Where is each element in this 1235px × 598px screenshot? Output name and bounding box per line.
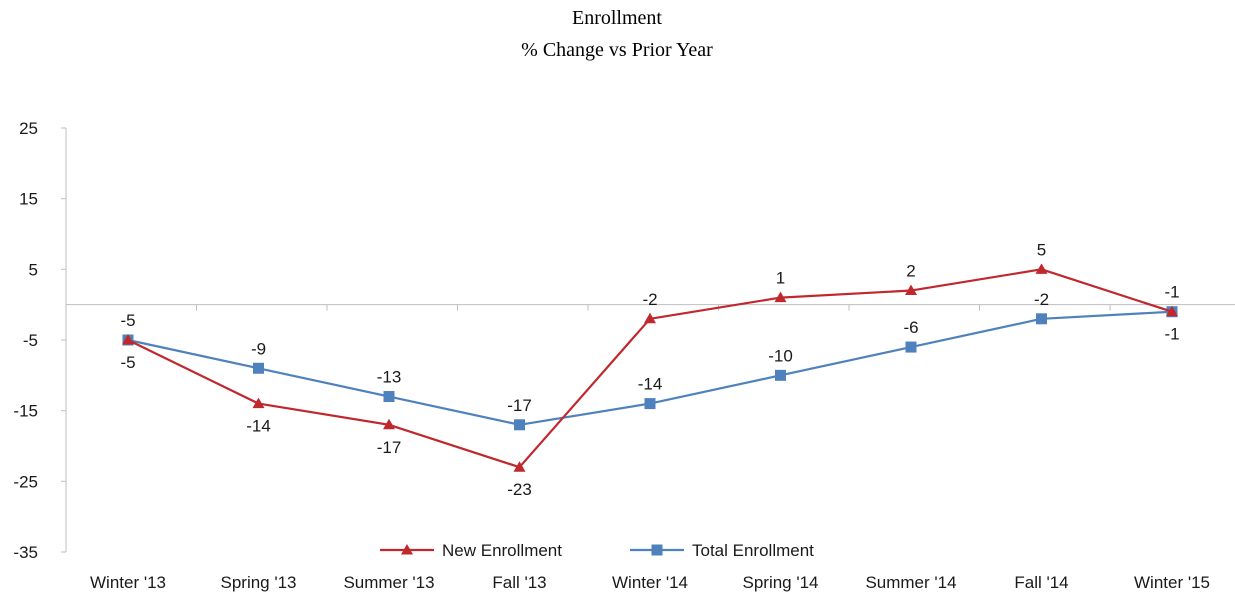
legend-label: New Enrollment	[442, 541, 562, 560]
y-tick-label: -25	[13, 472, 38, 491]
series-marker	[905, 284, 917, 296]
data-label: 5	[1037, 240, 1046, 259]
series-marker	[905, 341, 917, 353]
series-marker	[252, 397, 265, 409]
data-label: -1	[1164, 283, 1179, 302]
y-tick-label: 25	[19, 119, 38, 138]
chart-legend: New Enrollment Total Enrollment	[380, 541, 814, 560]
data-label: -13	[377, 368, 402, 387]
data-label: -1	[1164, 325, 1179, 344]
y-tick-label: 15	[19, 190, 38, 209]
x-tick-label: Spring '14	[742, 573, 818, 592]
series-marker	[383, 418, 395, 430]
data-label: -17	[377, 438, 402, 457]
y-tick-label: 5	[29, 260, 38, 279]
data-label: 2	[906, 262, 915, 281]
data-label: -23	[507, 480, 532, 499]
chart-series	[122, 263, 1178, 472]
series-marker	[122, 334, 134, 345]
data-label: -5	[120, 353, 135, 372]
chart-subtitle: % Change vs Prior Year	[521, 39, 713, 61]
data-label: -10	[768, 346, 793, 365]
series-marker	[1036, 313, 1047, 325]
data-label: -17	[507, 396, 532, 415]
data-label: -14	[638, 375, 663, 394]
series-marker	[1166, 305, 1178, 317]
y-tick-label: -35	[13, 543, 38, 562]
legend-marker	[401, 544, 413, 555]
data-label: -2	[642, 290, 657, 309]
x-tick-label: Winter '14	[612, 573, 688, 592]
series-marker	[644, 398, 656, 410]
series-marker	[644, 312, 656, 324]
x-tick-label: Fall '14	[1014, 573, 1068, 592]
series-marker	[774, 291, 787, 303]
series-marker	[253, 362, 264, 374]
x-tick-label: Winter '13	[90, 573, 166, 592]
y-tick-label: -15	[13, 402, 38, 421]
data-label: 1	[776, 269, 785, 288]
y-tick-label: -5	[23, 331, 38, 350]
x-tick-label: Summer '14	[865, 573, 956, 592]
data-label: -14	[246, 417, 271, 436]
series-marker	[1035, 263, 1048, 274]
legend-marker	[651, 544, 663, 556]
x-tick-label: Winter '15	[1134, 573, 1210, 592]
x-tick-label: Spring '13	[220, 573, 296, 592]
data-label: -5	[120, 311, 135, 330]
data-label: -2	[1034, 290, 1049, 309]
chart-data-labels: -5 -14 -17 -23 -2 1 2 5 -1 -5 -9 -13 -17 -14 -10 -6 -2 -1	[120, 240, 1179, 499]
series-marker	[775, 369, 786, 381]
data-label: -6	[903, 318, 918, 337]
series-marker	[513, 461, 526, 472]
series-marker	[514, 419, 525, 431]
x-tick-label: Fall '13	[492, 573, 546, 592]
chart-title: Enrollment	[572, 7, 662, 29]
series-marker	[383, 391, 395, 403]
x-tick-label: Summer '13	[343, 573, 434, 592]
data-label: -9	[251, 339, 266, 358]
legend-label: Total Enrollment	[692, 541, 814, 560]
